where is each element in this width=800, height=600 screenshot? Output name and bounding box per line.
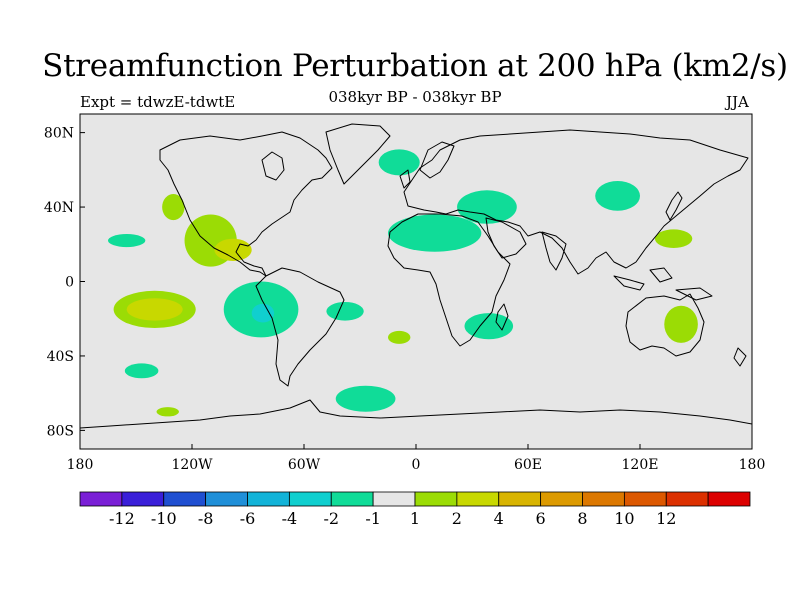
lat-tick-label: 40N: [44, 200, 74, 216]
anomaly-region: [251, 303, 275, 323]
lat-tick-label: 80N: [44, 126, 74, 142]
period-label: 038kyr BP - 038kyr BP: [328, 88, 502, 106]
eurasia-coastline: [403, 129, 749, 275]
colorbar-swatch: [414, 491, 458, 507]
anomaly-region: [335, 385, 396, 412]
lon-tick-label: 60W: [288, 457, 321, 473]
anomaly-region: [664, 305, 698, 343]
south-america-coastline: [255, 267, 345, 387]
anomaly-region: [388, 214, 482, 252]
anomaly-region: [124, 363, 159, 379]
colorbar-label: 10: [614, 509, 634, 528]
colorbar-label: 2: [452, 509, 462, 528]
colorbar-swatch: [372, 491, 416, 507]
colorbar-label: -1: [365, 509, 381, 528]
colorbar-swatch: [121, 491, 165, 507]
anomaly-region: [388, 330, 411, 344]
anomaly-region: [326, 301, 364, 321]
colorbar-label: 8: [577, 509, 587, 528]
colorbar-swatch: [205, 491, 248, 507]
north-america-coastline: [159, 131, 333, 277]
greenland-coastline: [325, 123, 391, 185]
colorbar-label: 4: [494, 509, 504, 528]
indonesia-coastline: [613, 267, 713, 301]
colorbar-label: -8: [198, 509, 214, 528]
colorbar: -12 -10 -8 -6 -4 -2 -1 1 2 4 6 8 10 12: [79, 491, 751, 528]
colorbar-swatch: [707, 491, 751, 507]
colorbar-swatch: [498, 491, 542, 507]
lon-tick-label: 120E: [622, 457, 659, 473]
japan-coastline: [665, 191, 683, 221]
coastline-layer: [80, 123, 752, 429]
africa-coastline: [387, 213, 511, 347]
anomaly-layer: [108, 149, 698, 417]
lat-tick-label: 80S: [47, 423, 74, 439]
india-coastline: [541, 231, 567, 271]
anomaly-region: [595, 181, 640, 211]
scandinavia-coastline: [419, 141, 455, 179]
madagascar-coastline: [495, 303, 509, 331]
axis-layer: 80N 40N 0 40S 80S 180 120W 60W 0 60E 120E 180: [44, 126, 765, 473]
colorbar-swatch: [540, 491, 583, 507]
lon-tick-label: 60E: [514, 457, 542, 473]
colorbar-label: 12: [656, 509, 676, 528]
lon-tick-label: 180: [739, 457, 766, 473]
colorbar-label: 1: [410, 509, 420, 528]
colorbar-swatch: [247, 491, 290, 507]
arabia-coastline: [485, 217, 527, 259]
anomaly-region: [108, 234, 146, 248]
anomaly-region: [156, 407, 179, 417]
colorbar-swatch: [456, 491, 500, 507]
colorbar-swatch: [163, 491, 207, 507]
colorbar-swatch: [665, 491, 709, 507]
hudson-bay-coastline: [261, 151, 285, 181]
colorbar-label: -6: [240, 509, 256, 528]
colorbar-swatch: [623, 491, 667, 507]
anomaly-region: [654, 229, 693, 248]
british-isles-coastline: [399, 169, 411, 189]
page-title: Streamfunction Perturbation at 200 hPa (…: [42, 48, 788, 84]
anomaly-region: [162, 194, 185, 221]
colorbar-label: -4: [282, 509, 298, 528]
antarctica-coastline: [80, 399, 752, 429]
lon-tick-label: 120W: [171, 457, 213, 473]
colorbar-label: 6: [536, 509, 546, 528]
anomaly-region: [464, 313, 514, 340]
anomaly-region: [457, 190, 517, 224]
lat-tick-label: 40S: [47, 349, 74, 365]
new-zealand-coastline: [733, 347, 747, 367]
colorbar-label: -2: [323, 509, 339, 528]
australia-coastline: [625, 293, 705, 357]
colorbar-label: -10: [151, 509, 177, 528]
anomaly-region: [126, 298, 183, 321]
season-label: JJA: [726, 93, 749, 111]
lon-tick-label: 0: [412, 457, 421, 473]
colorbar-swatch: [330, 491, 374, 507]
lon-tick-label: 180: [67, 457, 94, 473]
experiment-label: Expt = tdwzE-tdwtE: [80, 93, 236, 111]
colorbar-swatch: [582, 491, 625, 507]
colorbar-swatch: [288, 491, 332, 507]
anomaly-region: [378, 149, 420, 176]
colorbar-swatch: [79, 491, 123, 507]
colorbar-label: -12: [109, 509, 135, 528]
lat-tick-label: 0: [65, 275, 74, 291]
